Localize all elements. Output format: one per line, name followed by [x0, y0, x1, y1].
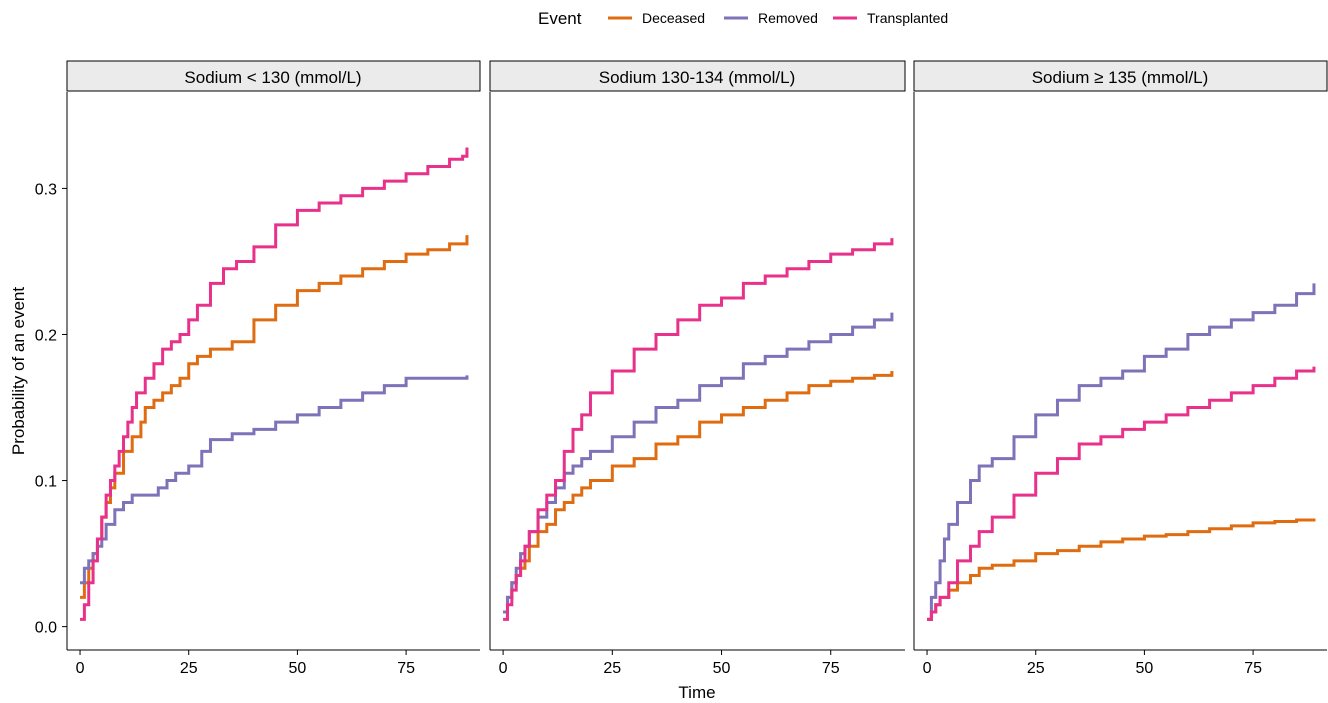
x-tick-label: 50 [289, 660, 307, 677]
y-axis: Probability of an event [9, 287, 28, 455]
panel-sodium-130-134: Sodium 130-134 (mmol/L) 0 25 50 75 [489, 60, 906, 677]
x-tick-label: 75 [1244, 660, 1262, 677]
series-removed-line [80, 375, 469, 585]
y-tick-label: 0.1 [35, 474, 57, 491]
panel-sodium-ge-135: Sodium ≥ 135 (mmol/L) 0 25 50 75 [913, 60, 1328, 677]
panel-strip [66, 60, 481, 92]
series-deceased-line [927, 518, 1316, 621]
panel-strip [489, 60, 906, 92]
series-deceased-line [80, 235, 469, 599]
series-transplanted-line [927, 366, 1316, 621]
series-deceased-line [503, 371, 894, 614]
legend-label-deceased: Deceased [642, 10, 705, 26]
legend: Event Deceased Removed Transplanted [538, 9, 948, 28]
x-tick-label: 50 [713, 660, 731, 677]
x-tick-label: 25 [180, 660, 198, 677]
x-tick-label: 25 [603, 660, 621, 677]
y-tick-label: 0.2 [35, 327, 57, 344]
panel-strip [913, 60, 1328, 92]
plot-area: 0 25 50 75 [913, 92, 1327, 677]
panel-title: Sodium < 130 (mmol/L) [184, 68, 361, 87]
x-tick-label: 75 [822, 660, 840, 677]
x-tick-label: 75 [397, 660, 415, 677]
y-axis-label: Probability of an event [9, 287, 28, 455]
series-removed-line [503, 312, 894, 614]
plot-area: 0 25 50 75 [489, 92, 905, 677]
series-transplanted-line [80, 147, 469, 621]
plot-area: 0 25 50 75 0.0 0.1 0.2 0.3 [35, 92, 480, 677]
y-tick-label: 0.3 [35, 181, 57, 198]
legend-label-removed: Removed [758, 10, 818, 26]
panel-title: Sodium ≥ 135 (mmol/L) [1032, 68, 1209, 87]
legend-label-transplanted: Transplanted [867, 10, 948, 26]
x-tick-label: 0 [76, 660, 85, 677]
x-tick-label: 50 [1136, 660, 1154, 677]
x-tick-label: 0 [499, 660, 508, 677]
panel-sodium-lt-130: Sodium < 130 (mmol/L) 0 25 50 75 0.0 0.1 0.2 0.… [35, 60, 481, 677]
x-tick-label: 25 [1027, 660, 1045, 677]
y-tick-label: 0.0 [35, 620, 57, 637]
legend-title: Event [538, 9, 582, 28]
series-removed-line [927, 283, 1316, 621]
x-axis-label: Time [678, 683, 715, 702]
x-tick-label: 0 [923, 660, 932, 677]
series-transplanted-line [503, 238, 894, 621]
panel-title: Sodium 130-134 (mmol/L) [599, 68, 796, 87]
